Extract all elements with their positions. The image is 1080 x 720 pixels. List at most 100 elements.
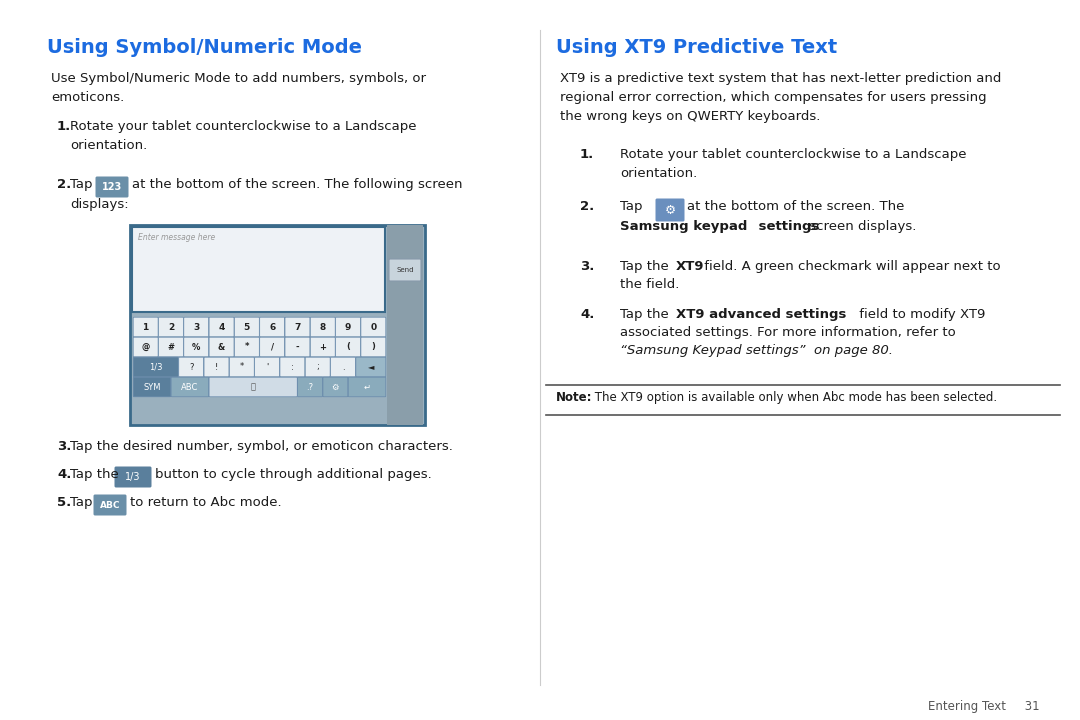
Text: 1/3: 1/3 [149,362,162,372]
Text: settings: settings [754,220,820,233]
Text: displays:: displays: [70,198,129,211]
FancyBboxPatch shape [159,337,184,357]
Text: %: % [192,343,201,351]
FancyBboxPatch shape [95,176,129,197]
Text: 7: 7 [294,323,300,331]
Text: Entering Text     31: Entering Text 31 [929,700,1040,713]
FancyBboxPatch shape [310,318,335,337]
Text: 3: 3 [193,323,200,331]
Text: Use Symbol/Numeric Mode to add numbers, symbols, or
emoticons.: Use Symbol/Numeric Mode to add numbers, … [51,72,426,104]
FancyBboxPatch shape [184,318,208,337]
Text: Tap the desired number, symbol, or emoticon characters.: Tap the desired number, symbol, or emoti… [70,440,453,453]
Text: 0: 0 [370,323,377,331]
FancyBboxPatch shape [285,337,310,357]
Text: field to modify XT9: field to modify XT9 [855,308,985,321]
Text: Rotate your tablet counterclockwise to a Landscape
orientation.: Rotate your tablet counterclockwise to a… [620,148,967,180]
FancyBboxPatch shape [255,357,280,377]
FancyBboxPatch shape [310,337,335,357]
Text: Tap: Tap [70,496,93,509]
Text: :: : [291,362,294,372]
Text: 2.: 2. [57,178,71,191]
Text: -: - [296,343,299,351]
Text: 1: 1 [143,323,149,331]
FancyBboxPatch shape [389,259,421,281]
Text: ;: ; [316,362,319,372]
Text: Using Symbol/Numeric Mode: Using Symbol/Numeric Mode [48,38,362,57]
Text: Tap the: Tap the [70,468,119,481]
Text: #: # [167,343,175,351]
Text: button to cycle through additional pages.: button to cycle through additional pages… [156,468,432,481]
FancyBboxPatch shape [355,357,386,377]
Text: *: * [240,362,244,372]
Text: Tap: Tap [620,200,643,213]
Text: 6: 6 [269,323,275,331]
Text: .?: .? [307,382,313,392]
Text: 2: 2 [167,323,174,331]
Text: (: ( [346,343,350,351]
FancyBboxPatch shape [280,357,305,377]
Text: SYM: SYM [144,382,161,392]
FancyBboxPatch shape [361,337,386,357]
Text: XT9 advanced settings: XT9 advanced settings [676,308,847,321]
FancyBboxPatch shape [114,467,151,487]
FancyBboxPatch shape [330,357,355,377]
FancyBboxPatch shape [336,318,361,337]
Text: *: * [244,343,249,351]
Text: 1/3: 1/3 [125,472,140,482]
Text: /: / [271,343,273,351]
Text: at the bottom of the screen. The following screen: at the bottom of the screen. The followi… [132,178,462,191]
Text: &: & [218,343,225,351]
Text: ↵: ↵ [364,382,370,392]
Text: 5: 5 [244,323,249,331]
Text: !: ! [215,362,218,372]
FancyBboxPatch shape [306,357,330,377]
Text: 4: 4 [218,323,225,331]
FancyBboxPatch shape [94,495,126,516]
Text: XT9: XT9 [676,260,704,273]
FancyBboxPatch shape [656,199,685,222]
Text: 123: 123 [102,182,122,192]
Text: 3.: 3. [580,260,594,273]
FancyBboxPatch shape [234,337,259,357]
FancyBboxPatch shape [133,357,178,377]
Text: The XT9 option is available only when Abc mode has been selected.: The XT9 option is available only when Ab… [591,391,997,404]
Text: ': ' [266,362,268,372]
FancyBboxPatch shape [210,377,297,397]
FancyBboxPatch shape [159,318,184,337]
FancyBboxPatch shape [133,377,171,397]
FancyBboxPatch shape [184,337,208,357]
Text: 8: 8 [320,323,326,331]
Text: @: @ [141,343,150,351]
FancyBboxPatch shape [387,225,423,425]
FancyBboxPatch shape [171,377,208,397]
FancyBboxPatch shape [133,337,158,357]
Text: 9: 9 [345,323,351,331]
FancyBboxPatch shape [234,318,259,337]
Text: 2.: 2. [580,200,594,213]
Text: Tap the: Tap the [620,260,673,273]
Text: associated settings. For more information, refer to: associated settings. For more informatio… [620,326,956,339]
Text: Tap: Tap [70,178,93,191]
Text: 1.: 1. [57,120,71,133]
Text: the field.: the field. [620,278,679,291]
Text: ⎵: ⎵ [251,382,256,392]
FancyBboxPatch shape [285,318,310,337]
FancyBboxPatch shape [298,377,323,397]
FancyBboxPatch shape [361,318,386,337]
Text: 1.: 1. [580,148,594,161]
Text: 4.: 4. [57,468,71,481]
Text: 5.: 5. [57,496,71,509]
FancyBboxPatch shape [179,357,204,377]
Text: at the bottom of the screen. The: at the bottom of the screen. The [687,200,904,213]
FancyBboxPatch shape [204,357,229,377]
Text: Tap the: Tap the [620,308,673,321]
Text: screen displays.: screen displays. [805,220,916,233]
FancyBboxPatch shape [130,225,426,425]
Text: ?: ? [189,362,193,372]
FancyBboxPatch shape [336,337,361,357]
Text: ⚙: ⚙ [664,204,676,217]
Text: Note:: Note: [556,391,593,404]
Text: Using XT9 Predictive Text: Using XT9 Predictive Text [556,38,837,57]
Text: “Samsung Keypad settings”  on page 80.: “Samsung Keypad settings” on page 80. [620,344,893,357]
Text: 4.: 4. [580,308,594,321]
